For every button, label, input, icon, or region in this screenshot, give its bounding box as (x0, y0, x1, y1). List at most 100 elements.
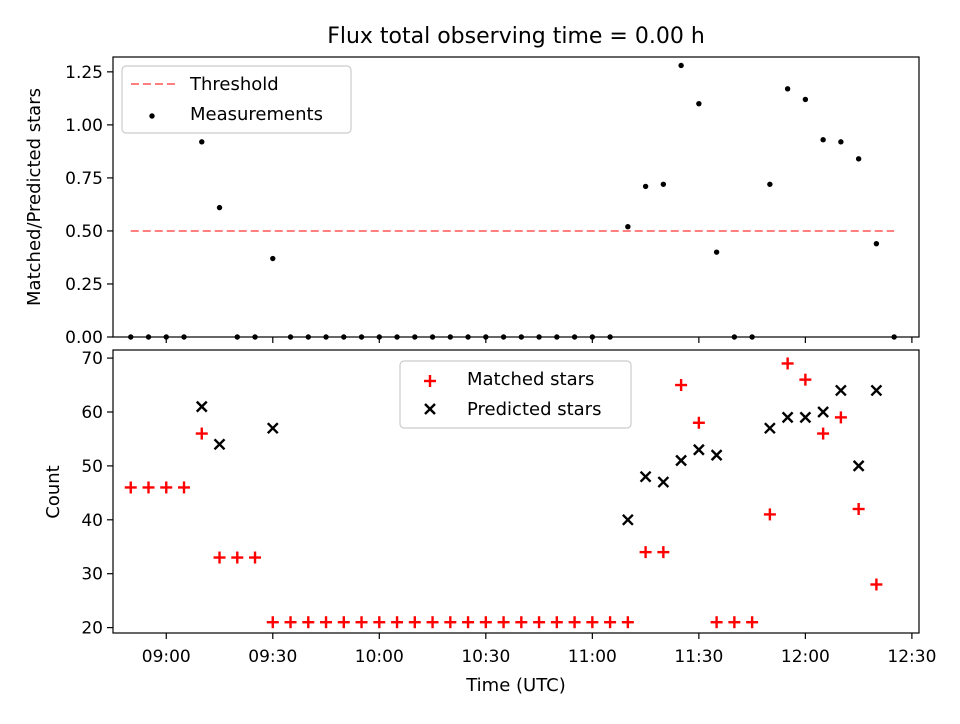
measurement-point (625, 223, 631, 230)
matched-star-point (639, 546, 652, 559)
predicted-star-point (852, 460, 865, 472)
matched-star-point (657, 546, 670, 559)
matched-star-point (213, 551, 226, 564)
matched-star-point (586, 616, 599, 629)
top-y-tick-label: 0.50 (65, 222, 103, 242)
matched-star-point (515, 616, 528, 629)
matched-star-point (870, 578, 883, 591)
bottom-x-tick-label: 11:00 (568, 647, 617, 667)
matched-star-point (391, 616, 404, 629)
predicted-star-point (870, 384, 883, 397)
legend-measurements-swatch (149, 113, 155, 119)
predicted-star-point (835, 384, 847, 397)
measurement-point (784, 86, 791, 92)
predicted-star-point (639, 470, 652, 483)
matched-star-point (852, 503, 865, 516)
legend-predicted-label: Predicted stars (467, 399, 601, 420)
matched-star-point (320, 616, 333, 629)
legend-predicted-swatch (424, 403, 436, 415)
bottom-y-tick-label: 20 (81, 619, 103, 639)
matched-star-point (124, 481, 137, 494)
bottom-y-tick-label: 30 (81, 565, 103, 585)
measurement-point (696, 100, 702, 107)
measurement-point (199, 139, 205, 145)
matched-star-point (195, 427, 208, 440)
measurement-point (270, 255, 276, 262)
top-legend-box (121, 65, 352, 134)
matched-star-point (568, 616, 581, 629)
matched-star-point (249, 551, 262, 564)
predicted-star-point (781, 411, 794, 424)
top-y-tick-label: 1.25 (65, 63, 103, 83)
predicted-star-point (710, 449, 723, 461)
legend-measurements-label: Measurements (190, 104, 323, 125)
top-y-axis-label: Matched/Predicted stars (24, 88, 45, 306)
matched-star-point (550, 616, 563, 629)
matched-star-point (373, 616, 386, 629)
legend-matched-label: Matched stars (467, 369, 594, 390)
top-y-tick-label: 0.75 (65, 169, 103, 189)
matched-star-point (817, 427, 830, 440)
measurement-point (713, 249, 720, 255)
bottom-x-tick-label: 10:00 (355, 647, 404, 667)
matched-star-point (746, 616, 759, 629)
predicted-star-point (675, 454, 687, 467)
top-plot-frame (112, 56, 920, 338)
measurement-point (216, 204, 223, 211)
matched-star-point (178, 481, 191, 494)
top-legend: Threshold Measurements (121, 65, 352, 134)
top-y-tick-label: 0.00 (65, 328, 103, 348)
predicted-star-point (817, 406, 829, 418)
matched-star-point (266, 616, 279, 629)
predicted-star-point (266, 422, 279, 435)
top-y-tick-label: 1.00 (65, 116, 103, 136)
bottom-y-tick-label: 60 (81, 403, 103, 423)
matched-star-point (834, 411, 847, 424)
matched-star-point (160, 481, 173, 494)
matched-star-point (355, 616, 368, 629)
measurement-point (678, 62, 684, 69)
matched-star-point (142, 481, 155, 494)
top-y-tick-label: 0.25 (65, 275, 103, 295)
predicted-star-point (764, 422, 776, 435)
bottom-legend: Matched stars Predicted stars (399, 360, 632, 429)
bottom-x-tick-label: 12:30 (887, 647, 936, 667)
measurement-point (820, 137, 826, 143)
legend-matched-swatch (424, 375, 436, 387)
matched-star-point (533, 616, 546, 629)
measurement-point (660, 181, 667, 187)
matched-star-point (621, 616, 634, 629)
predicted-star-point (657, 476, 670, 488)
matched-star-point (692, 416, 705, 429)
matched-star-point (408, 616, 421, 629)
measurement-point (642, 183, 649, 190)
matched-star-point (337, 616, 350, 629)
predicted-star-point (213, 438, 226, 451)
predicted-star-point (621, 513, 634, 526)
bottom-y-tick-label: 40 (81, 511, 103, 531)
matched-star-point (728, 616, 741, 629)
matched-star-point (763, 508, 776, 521)
predicted-star-point (693, 443, 705, 456)
measurement-point (873, 240, 880, 247)
bottom-y-tick-label: 50 (81, 457, 103, 477)
predicted-star-point (799, 411, 812, 424)
bottom-legend-box (399, 360, 632, 429)
measurement-point (767, 181, 773, 187)
bottom-x-axis-label: Time (UTC) (465, 675, 566, 696)
bottom-y-tick-label: 70 (81, 349, 103, 369)
matched-star-point (302, 616, 315, 629)
matched-star-point (675, 379, 688, 392)
top-chart-title: Flux total observing time = 0.00 h (327, 24, 705, 49)
bottom-y-axis-label: Count (43, 465, 64, 518)
bottom-plot-frame (112, 349, 920, 634)
measurement-point (838, 139, 844, 145)
matched-star-point (426, 616, 439, 629)
predicted-star-point (195, 400, 208, 413)
bottom-x-tick-label: 09:30 (248, 647, 297, 667)
measurement-point (855, 156, 862, 162)
matched-star-point (479, 616, 492, 629)
bottom-x-tick-label: 10:30 (461, 647, 510, 667)
